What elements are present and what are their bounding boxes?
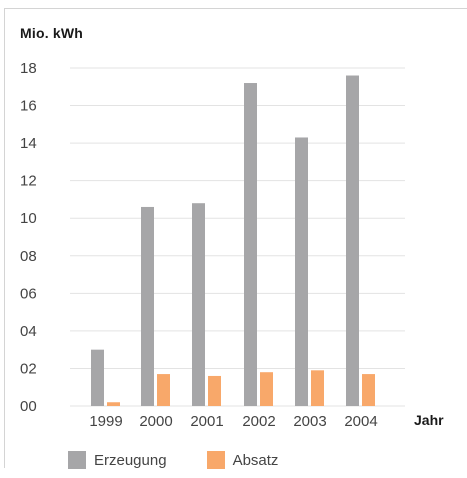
y-tick-label: 10 <box>20 210 37 227</box>
bar-absatz-1999 <box>107 402 120 406</box>
y-tick-labels: 00 02 04 06 08 10 12 14 16 18 <box>20 60 37 415</box>
y-tick-label: 06 <box>20 285 37 302</box>
x-axis-label: Jahr <box>414 412 444 428</box>
y-tick-label: 16 <box>20 98 37 115</box>
legend-item-absatz: Absatz <box>207 451 279 469</box>
y-tick-label: 00 <box>20 398 37 415</box>
x-tick-label-2001: 2001 <box>190 413 223 430</box>
bar-absatz-2001 <box>208 376 221 406</box>
y-tick-label: 12 <box>20 173 37 190</box>
x-tick-label-1999: 1999 <box>89 413 122 430</box>
y-tick-label: 18 <box>20 60 37 77</box>
y-tick-label: 04 <box>20 323 37 340</box>
bar-absatz-2003 <box>311 370 324 406</box>
legend-item-erzeugung: Erzeugung <box>68 451 167 469</box>
x-tick-label-2003: 2003 <box>293 413 326 430</box>
bar-absatz-2004 <box>362 374 375 406</box>
bar-absatz-2000 <box>157 374 170 406</box>
y-tick-label: 02 <box>20 360 37 377</box>
x-tick-label-2004: 2004 <box>344 413 377 430</box>
x-tick-label-2002: 2002 <box>242 413 275 430</box>
legend-swatch-absatz <box>207 451 225 469</box>
legend-label-absatz: Absatz <box>233 452 279 469</box>
legend-label-erzeugung: Erzeugung <box>94 452 167 469</box>
bar-erzeugung-2003 <box>295 137 308 406</box>
x-tick-labels: 1999 2000 2001 2002 2003 2004 <box>89 413 377 430</box>
y-tick-label: 14 <box>20 135 37 152</box>
bar-erzeugung-2001 <box>192 203 205 406</box>
bar-erzeugung-2000 <box>141 207 154 406</box>
bar-absatz-2002 <box>260 372 273 406</box>
legend: Erzeugung Absatz <box>68 450 318 470</box>
x-tick-label-2000: 2000 <box>139 413 172 430</box>
bar-erzeugung-1999 <box>91 350 104 406</box>
bar-erzeugung-2004 <box>346 76 359 406</box>
bar-erzeugung-2002 <box>244 83 257 406</box>
y-tick-label: 08 <box>20 248 37 265</box>
bars <box>91 76 375 406</box>
legend-swatch-erzeugung <box>68 451 86 469</box>
